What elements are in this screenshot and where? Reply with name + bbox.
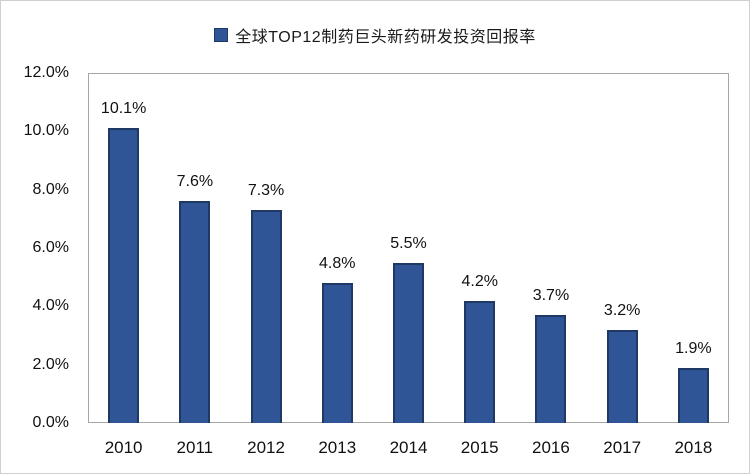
x-tick-label-2016: 2016 [532, 438, 570, 457]
x-tick-label-2010: 2010 [104, 438, 143, 457]
y-tick-label: 12.0% [23, 64, 69, 81]
data-label-2018: 1.9% [675, 339, 712, 357]
legend-marker-icon [214, 28, 229, 42]
bar-2018 [677, 367, 709, 423]
data-label-2012: 7.3% [247, 182, 285, 200]
bar-2017 [606, 329, 638, 423]
x-tick-label-2015: 2015 [460, 438, 499, 457]
x-tick-label-2011: 2011 [176, 438, 214, 457]
bar-2015 [464, 300, 496, 423]
x-tick-label-2017: 2017 [603, 438, 642, 457]
y-tick-label: 2.0% [32, 355, 69, 373]
data-label-2010: 10.1% [100, 100, 147, 118]
data-label-2015: 4.2% [461, 272, 498, 290]
y-tick-label: 4.0% [32, 297, 69, 315]
bar-2010 [108, 128, 140, 423]
bar-2012 [250, 210, 282, 423]
x-tick-label-2014: 2014 [389, 438, 428, 457]
x-tick-label-2018: 2018 [674, 438, 713, 457]
legend-label: 全球TOP12制药巨头新药研发投资回报率 [235, 29, 536, 46]
y-tick-label: 6.0% [32, 239, 69, 256]
bar-2011 [179, 201, 211, 423]
chart-legend: 全球TOP12制药巨头新药研发投资回报率 [1, 23, 749, 47]
bar-2013 [321, 283, 353, 423]
y-tick-label: 0.0% [32, 414, 69, 431]
bar-2016 [535, 315, 567, 423]
data-label-2016: 3.7% [532, 287, 570, 305]
x-tick-label-2013: 2013 [318, 438, 357, 457]
data-label-2013: 4.8% [319, 255, 356, 272]
y-tick-label: 10.0% [23, 122, 69, 140]
data-label-2011: 7.6% [176, 173, 214, 191]
bar-2014 [393, 262, 424, 423]
y-tick-label: 8.0% [32, 180, 69, 198]
data-label-2014: 5.5% [390, 234, 427, 252]
x-tick-label-2012: 2012 [247, 438, 285, 457]
data-label-2017: 3.2% [603, 301, 641, 319]
